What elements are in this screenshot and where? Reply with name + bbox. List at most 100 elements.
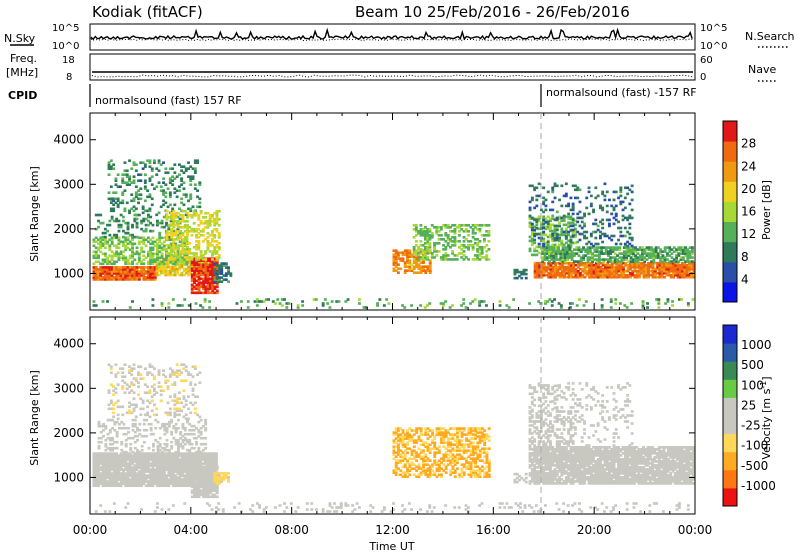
power-cell [195,228,198,231]
power-cell [638,273,641,277]
power-cell [94,254,98,258]
power-cell [574,271,578,275]
velocity-cell [164,375,168,379]
velocity-cell [126,472,130,475]
velocity-cell [124,454,128,457]
power-cell [185,271,188,275]
velocity-cell [155,407,159,411]
velocity-cell [140,456,144,459]
power-cell [177,226,180,229]
velocity-cell [137,454,141,457]
power-cell [556,265,560,269]
velocity-cell [109,383,113,387]
power-cell [121,191,125,195]
power-cell [203,298,207,301]
velocity-cell [124,426,128,430]
velocity-cell [108,472,112,475]
power-cell [122,235,125,239]
power-cell [554,254,558,257]
power-cell [568,252,572,255]
power-cell [692,273,696,277]
power-cell [187,167,190,171]
power-cell [171,273,175,277]
power-cell [663,269,666,273]
velocity-cell [151,480,155,483]
velocity-cell [136,428,139,432]
power-cell [110,262,114,266]
power-cell [115,254,119,258]
power-cell [569,240,573,244]
power-cell [151,254,155,258]
power-cell [565,267,569,271]
power-cell [426,252,430,255]
velocity-cell [153,456,157,459]
power-cell [397,253,400,257]
power-cell [564,241,568,245]
velocity-cell [204,428,208,432]
velocity-cell [117,472,121,475]
power-cell [94,240,98,244]
power-cell [211,232,214,235]
power-cell [101,278,105,281]
power-cell [572,267,576,271]
power-cell [204,258,208,261]
power-cell [192,246,196,249]
power-cell [122,229,125,233]
power-cell [218,264,221,267]
power-cell [406,259,409,263]
power-cell [644,273,648,277]
power-cell [590,275,594,279]
power-cell [535,275,539,279]
power-cell [186,232,189,235]
velocity-cell [191,403,195,407]
power-cell [160,246,164,250]
velocity-cell [193,495,196,499]
power-cell [125,181,129,185]
power-cell [215,272,219,275]
power-colorbar-swatch [723,221,737,243]
power-cell [142,217,146,221]
power-cell [632,258,635,261]
velocity-cell [137,460,141,463]
power-cell [412,261,416,265]
power-cell [599,220,602,224]
power-cell [560,227,564,231]
power-cell [131,248,134,252]
power-cell [330,300,334,303]
power-cell [156,248,159,252]
power-cell [672,246,676,249]
power-cell [582,256,585,259]
power-cell [218,270,221,273]
power-cell [186,242,189,245]
power-cell [195,291,199,295]
velocity-cell [115,468,119,471]
power-cell [208,234,212,237]
power-cell [613,260,617,263]
velocity-cell [107,403,111,407]
velocity-cell [124,480,128,483]
power-cell [187,271,191,275]
power-cell [218,266,221,269]
velocity-cell [116,399,120,403]
power-cell [137,179,140,183]
power-cell [419,267,423,271]
power-cell [158,260,162,264]
velocity-cell [149,464,153,467]
power-cell [574,227,577,231]
power-cell [629,275,632,279]
power-cell [187,259,191,263]
power-cell [544,241,548,245]
power-cell [97,270,100,273]
power-cell [179,214,183,217]
velocity-cell [130,367,134,371]
power-cell [626,240,630,244]
velocity-cell [108,458,112,461]
velocity-cell [142,480,146,483]
velocity-cell [99,452,103,455]
power-cell [665,271,669,275]
power-cell [312,298,316,301]
power-cell [563,254,567,257]
power-cell [392,269,396,273]
power-cell [213,222,217,225]
power-cell [471,224,475,227]
